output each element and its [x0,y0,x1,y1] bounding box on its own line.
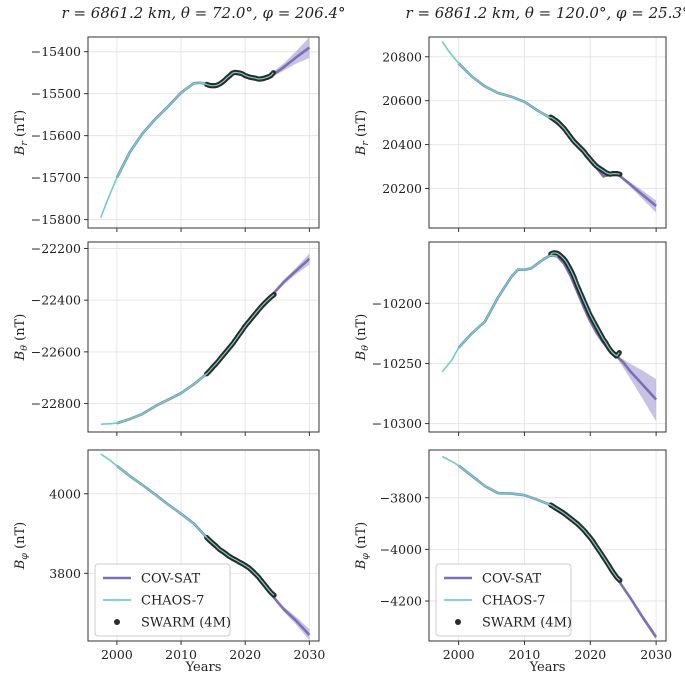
plot-area [100,253,311,425]
chaos-7-line [100,82,207,218]
legend-label: COV-SAT [141,572,201,587]
panel-left-middle: −22800 −22600 −22400 −22200 [31,241,320,436]
legend-swarm-swatch [114,619,120,625]
x-axis-label: Years [529,660,566,675]
plot-area [441,250,658,422]
x-tick-label: 2020 [229,647,261,662]
y-tick-label: −4200 [380,593,422,608]
chaos-7-line [550,252,620,357]
y-tick-label: −22800 [31,396,81,411]
chaos-7-line [441,455,552,506]
y-tick-label: −10200 [372,296,422,311]
legend: COV-SAT CHAOS-7 SWARM (4M) [94,563,231,637]
chaos-7-line [206,71,274,87]
legend: COV-SAT CHAOS-7 SWARM (4M) [435,563,572,637]
chaos-7-line [100,453,208,539]
chaos-7-line [100,373,208,425]
legend-label: CHAOS-7 [482,594,545,609]
chaos-7-line [206,537,275,596]
y-axis-label: Br (nT) [354,110,371,156]
y-tick-label: −15800 [31,212,81,227]
panel-title: r = 6861.2 km, θ = 72.0°, φ = 206.4° [62,4,346,22]
y-axis-label: Bθ (nT) [13,314,30,362]
x-tick-label: 2010 [165,647,197,662]
y-axis-label: Bθ (nT) [354,314,371,362]
panel-left-top: −15800 −15700 −15600 −15500 −15400 r = 6861.2… [31,4,346,232]
legend-label: COV-SAT [482,572,542,587]
y-tick-label: 20200 [382,181,422,196]
x-axis-label: Years [185,660,222,675]
plot-area [100,453,311,641]
x-tick-label: 2030 [640,647,672,662]
panel-right-top: 20200 20400 20600 20800 r = 6861.2 km, θ = 1… [382,4,685,232]
y-tick-label: −3800 [380,490,422,505]
y-tick-label: 4000 [49,486,81,501]
y-axis-label: Br (nT) [13,110,30,156]
x-tick-label: 2010 [509,647,541,662]
axes-frame [428,449,667,642]
legend-label: CHAOS-7 [141,594,204,609]
y-tick-label: −4000 [380,542,422,557]
y-tick-label: 20400 [382,137,422,152]
y-axis-label: Bφ (nT) [354,522,371,571]
legend-label: SWARM (4M) [141,616,231,631]
y-axis-label: Bφ (nT) [13,522,30,571]
chaos-7-line [441,254,558,373]
x-tick-label: 2020 [574,647,606,662]
y-tick-label: 20800 [382,49,422,64]
y-tick-label: −15700 [31,170,81,185]
y-tick-label: −22400 [31,293,81,308]
x-tick-label: 2030 [293,647,325,662]
y-tick-label: −10250 [372,356,422,371]
legend-box [94,563,231,637]
cov-sat-line [457,253,658,401]
axes-frame [428,36,667,229]
axes-frame [87,241,320,433]
y-tick-label: −15400 [31,44,81,59]
x-tick-label: 2000 [101,647,133,662]
legend-swarm-swatch [455,619,461,625]
cov-sat-uncertainty-band [616,355,657,422]
cov-sat-line [116,257,311,425]
axes-frame [87,449,320,642]
panel-right-bottom: 2000 2010 2020 2030 −4200 −4000 −3800 Years COV-… [380,449,672,675]
y-tick-label: −15600 [31,128,81,143]
plot-area [100,37,311,218]
x-tick-label: 2000 [443,647,475,662]
y-tick-label: −15500 [31,86,81,101]
chaos-7-line [206,294,275,375]
panel-title: r = 6861.2 km, θ = 120.0°, φ = 25.3° [406,4,685,22]
cov-sat-line [457,62,657,207]
y-tick-label: 20600 [382,93,422,108]
chaos-7-line [550,116,621,175]
axes-frame [428,241,667,433]
legend-label: SWARM (4M) [482,616,572,631]
chaos-7-line [441,40,552,119]
legend-box [435,563,572,637]
y-tick-label: −22600 [31,344,81,359]
y-tick-label: −10300 [372,416,422,431]
axes-frame [87,36,320,229]
panel-right-middle: −10300 −10250 −10200 [372,241,667,436]
y-tick-label: −22200 [31,241,81,256]
y-tick-label: 3800 [49,566,81,581]
cov-sat-uncertainty-band [258,37,310,80]
plot-area [441,455,658,640]
panel-left-bottom: 2000 2010 2020 2030 3800 4000 Years COV-SAT CHAO… [49,449,325,675]
chaos-7-line [550,504,621,581]
plot-area [441,40,657,213]
